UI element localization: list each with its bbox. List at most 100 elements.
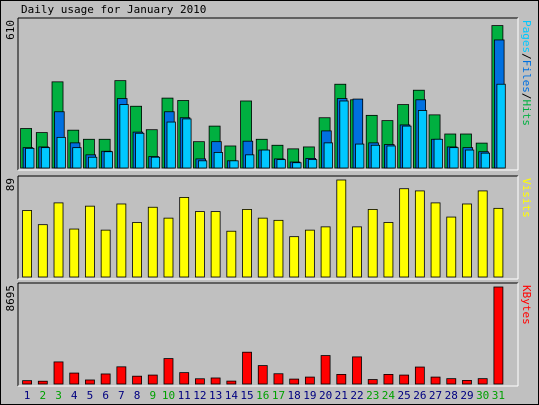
x-tick-label-24: 24 bbox=[382, 389, 396, 402]
x-tick-label-6: 6 bbox=[102, 389, 109, 402]
bar-visits-day-2 bbox=[37, 224, 48, 278]
bar-pages-day-8 bbox=[135, 132, 145, 169]
y-max-label: 8695 bbox=[4, 285, 17, 312]
bar-pages-day-2 bbox=[40, 147, 51, 169]
bar-pages-day-10 bbox=[166, 121, 176, 169]
bar-pages-day-18 bbox=[292, 162, 302, 169]
bar-pages-day-31 bbox=[496, 83, 506, 169]
bar-pages-day-5 bbox=[88, 156, 98, 169]
graph-title: Daily usage for January 2010 bbox=[21, 3, 207, 16]
bar-kbytes-day-13 bbox=[210, 377, 221, 385]
bar-visits-day-26 bbox=[414, 190, 425, 278]
bar-visits-day-4 bbox=[69, 228, 80, 278]
x-tick-label-9: 9 bbox=[149, 389, 156, 402]
series-label-visits: Visits bbox=[520, 178, 533, 218]
bar-visits-day-24 bbox=[383, 222, 394, 278]
bar-kbytes-day-18 bbox=[289, 378, 300, 385]
bar-kbytes-day-1 bbox=[22, 380, 33, 385]
x-tick-label-23: 23 bbox=[366, 389, 379, 402]
bar-pages-day-13 bbox=[213, 152, 223, 169]
panel-kbytes: 8695 KBytes bbox=[4, 282, 533, 387]
bar-pages-day-15 bbox=[245, 154, 255, 169]
x-tick-label-26: 26 bbox=[413, 389, 426, 402]
bar-kbytes-day-5 bbox=[85, 379, 95, 385]
bar-visits-day-15 bbox=[242, 209, 252, 278]
series-kbytes bbox=[22, 286, 504, 385]
bar-pages-day-16 bbox=[260, 149, 271, 169]
bar-kbytes-day-25 bbox=[399, 374, 410, 385]
bar-visits-day-29 bbox=[462, 203, 472, 278]
bar-pages-day-26 bbox=[417, 110, 428, 169]
bar-visits-day-22 bbox=[352, 226, 362, 278]
bar-kbytes-day-10 bbox=[163, 358, 174, 385]
bar-pages-day-9 bbox=[150, 156, 161, 169]
bar-visits-day-11 bbox=[179, 197, 190, 278]
x-tick-label-1: 1 bbox=[24, 389, 31, 402]
bar-pages-day-28 bbox=[449, 147, 459, 169]
bar-kbytes-day-9 bbox=[147, 374, 158, 385]
y-max-label: 610 bbox=[4, 20, 17, 40]
bar-kbytes-day-12 bbox=[195, 378, 205, 385]
x-tick-label-25: 25 bbox=[398, 389, 411, 402]
bar-kbytes-day-17 bbox=[273, 373, 284, 385]
bar-kbytes-day-14 bbox=[226, 380, 237, 385]
bar-visits-day-1 bbox=[22, 210, 33, 278]
x-tick-label-19: 19 bbox=[303, 389, 316, 402]
x-tick-label-20: 20 bbox=[319, 389, 332, 402]
series-label-part: Files bbox=[520, 60, 533, 93]
bar-kbytes-day-16 bbox=[257, 365, 268, 385]
x-tick-label-21: 21 bbox=[335, 389, 348, 402]
panel-hits-files-pages: 610 Pages/Files/Hits bbox=[4, 17, 533, 171]
series-pages bbox=[25, 83, 506, 169]
bar-kbytes-day-8 bbox=[132, 375, 142, 385]
x-tick-label-29: 29 bbox=[460, 389, 473, 402]
bar-kbytes-day-4 bbox=[69, 372, 80, 385]
bar-pages-day-11 bbox=[182, 118, 192, 169]
x-tick-label-5: 5 bbox=[87, 389, 94, 402]
bar-pages-day-20 bbox=[323, 142, 333, 169]
bar-visits-day-13 bbox=[210, 211, 221, 278]
bar-pages-day-17 bbox=[276, 159, 286, 169]
series-label-hits-files-pages: Pages/Files/Hits bbox=[520, 20, 533, 126]
bar-pages-day-6 bbox=[103, 151, 113, 169]
bar-kbytes-day-31 bbox=[493, 286, 504, 385]
x-tick-label-11: 11 bbox=[178, 389, 191, 402]
x-tick-label-22: 22 bbox=[350, 389, 363, 402]
bar-kbytes-day-3 bbox=[53, 361, 64, 385]
bar-visits-day-16 bbox=[257, 217, 268, 278]
y-max-label: 89 bbox=[4, 178, 17, 191]
bar-visits-day-31 bbox=[493, 207, 504, 278]
bar-pages-day-21 bbox=[339, 100, 349, 169]
bar-visits-day-10 bbox=[163, 217, 174, 278]
bar-pages-day-27 bbox=[433, 138, 443, 169]
series-label-part: KBytes bbox=[520, 285, 533, 325]
bar-kbytes-day-30 bbox=[477, 378, 488, 385]
bar-pages-day-4 bbox=[72, 147, 82, 169]
bar-kbytes-day-22 bbox=[352, 356, 362, 385]
bar-pages-day-12 bbox=[198, 160, 208, 169]
bar-pages-day-25 bbox=[402, 125, 412, 169]
bar-kbytes-day-26 bbox=[414, 366, 425, 385]
bar-visits-day-25 bbox=[399, 188, 410, 278]
x-tick-label-28: 28 bbox=[445, 389, 458, 402]
bar-kbytes-day-2 bbox=[37, 380, 48, 385]
series-label-part: / bbox=[520, 93, 533, 100]
bar-pages-day-14 bbox=[229, 160, 239, 169]
x-tick-label-17: 17 bbox=[272, 389, 285, 402]
bar-visits-day-9 bbox=[147, 206, 158, 278]
bar-kbytes-day-19 bbox=[304, 376, 315, 385]
bar-visits-day-6 bbox=[100, 229, 111, 278]
series-visits bbox=[22, 179, 504, 278]
bar-kbytes-day-29 bbox=[462, 380, 472, 385]
x-tick-label-13: 13 bbox=[209, 389, 222, 402]
x-tick-label-2: 2 bbox=[39, 389, 46, 402]
bar-kbytes-day-11 bbox=[179, 372, 190, 385]
bar-pages-day-22 bbox=[355, 143, 365, 169]
bar-kbytes-day-24 bbox=[383, 374, 394, 385]
bar-visits-day-3 bbox=[53, 202, 64, 278]
x-tick-label-16: 16 bbox=[256, 389, 269, 402]
bar-visits-day-19 bbox=[304, 229, 315, 278]
bar-kbytes-day-23 bbox=[367, 379, 378, 385]
x-tick-label-10: 10 bbox=[162, 389, 175, 402]
